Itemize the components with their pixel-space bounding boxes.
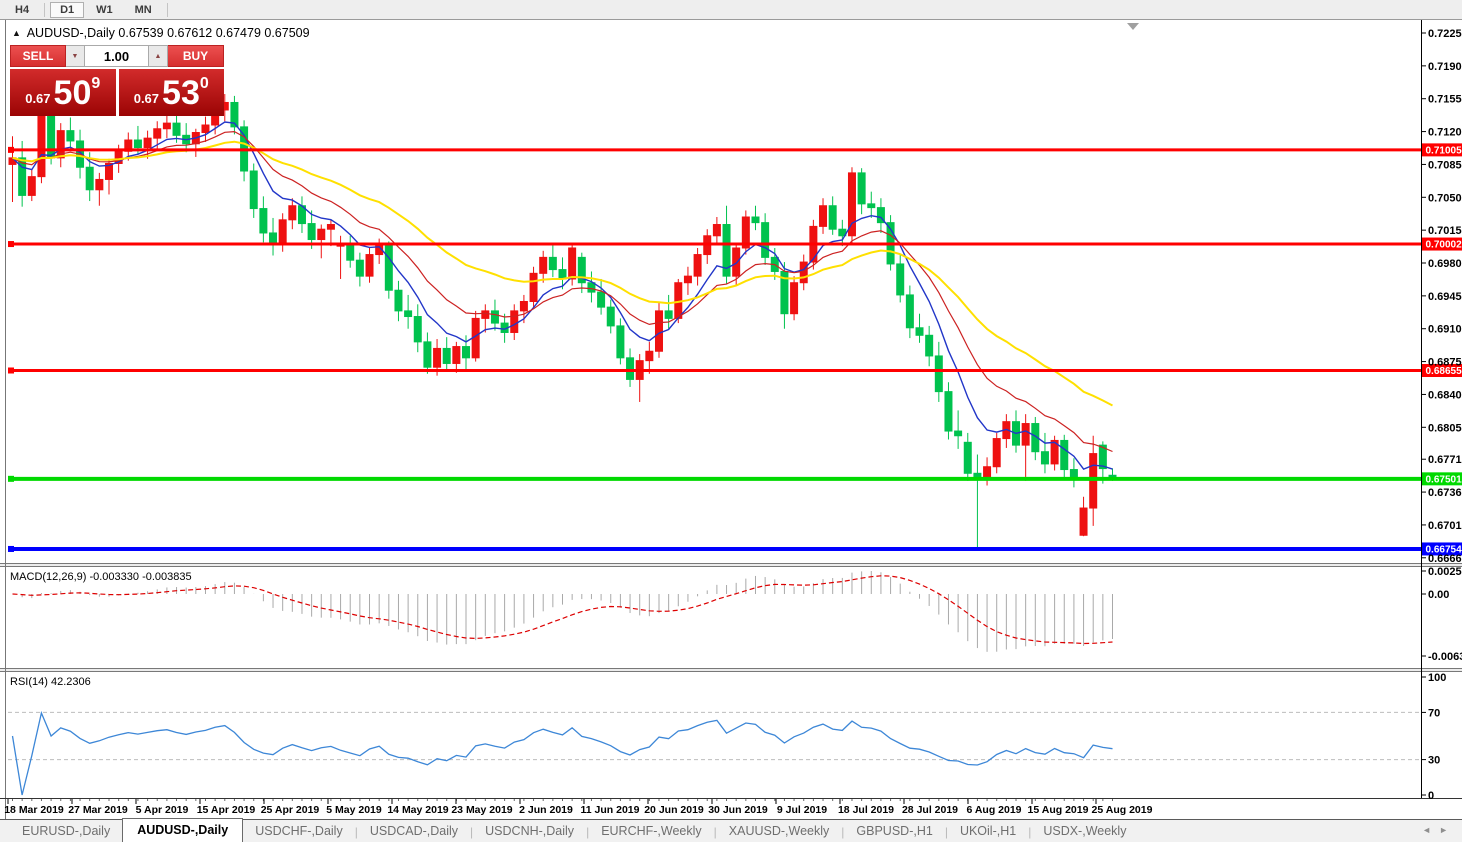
svg-text:0.71005: 0.71005	[1426, 145, 1462, 156]
sell-price-big: 50	[54, 76, 92, 110]
svg-text:0.002574: 0.002574	[1428, 566, 1462, 578]
buy-price-prefix: 0.67	[134, 91, 159, 106]
svg-text:5 May 2019: 5 May 2019	[326, 804, 382, 816]
buy-price-pip: 0	[200, 75, 209, 93]
svg-text:30: 30	[1428, 755, 1440, 767]
buy-price-display[interactable]: 0.67 53 0	[119, 69, 225, 116]
svg-text:25 Aug 2019: 25 Aug 2019	[1092, 804, 1153, 816]
svg-text:30 Jun 2019: 30 Jun 2019	[708, 804, 768, 816]
one-click-trading-panel: SELL ▼ ▲ BUY 0.67 50 9 0.67 53 0	[10, 45, 224, 116]
sell-button[interactable]: SELL	[10, 45, 66, 67]
chart-tab-audusd-daily[interactable]: AUDUSD-,Daily	[122, 818, 243, 842]
svg-text:15 Aug 2019: 15 Aug 2019	[1028, 804, 1089, 816]
chart-tab-xauusd-weekly[interactable]: XAUUSD-,Weekly	[717, 821, 841, 841]
chart-tab-eurchf-weekly[interactable]: EURCHF-,Weekly	[589, 821, 713, 841]
sell-price-display[interactable]: 0.67 50 9	[10, 69, 116, 116]
svg-text:9 Jul 2019: 9 Jul 2019	[777, 804, 827, 816]
chart-ohlc-values: 0.67539 0.67612 0.67479 0.67509	[118, 26, 309, 40]
toolbar-separator	[44, 3, 45, 17]
symbol-collapse-icon[interactable]: ▲	[12, 28, 21, 38]
svg-text:0.67501: 0.67501	[1426, 474, 1462, 485]
svg-text:MACD(12,26,9) -0.003330 -0.003: MACD(12,26,9) -0.003330 -0.003835	[10, 571, 192, 583]
chart-tab-gbpusd-h1[interactable]: GBPUSD-,H1	[844, 821, 944, 841]
svg-text:25 Apr 2019: 25 Apr 2019	[261, 804, 320, 816]
buy-button[interactable]: BUY	[168, 45, 224, 67]
sell-price-pip: 9	[91, 75, 100, 93]
buy-price-big: 53	[162, 76, 200, 110]
toolbar-separator	[167, 3, 168, 17]
chart-symbol-label: AUDUSD-,Daily	[27, 26, 115, 40]
svg-text:20 Jun 2019: 20 Jun 2019	[644, 804, 704, 816]
svg-text:0.70002: 0.70002	[1426, 240, 1462, 251]
svg-text:-0.006326: -0.006326	[1428, 651, 1462, 663]
timeframe-button-h4[interactable]: H4	[5, 2, 39, 18]
svg-text:14 May 2019: 14 May 2019	[387, 804, 448, 816]
chart-tab-usdx-weekly[interactable]: USDX-,Weekly	[1031, 821, 1138, 841]
sell-price-prefix: 0.67	[25, 91, 50, 106]
svg-text:5 Apr 2019: 5 Apr 2019	[136, 804, 189, 816]
chevron-up-icon: ▲	[155, 53, 162, 60]
svg-text:70: 70	[1428, 707, 1440, 719]
svg-text:27 Mar 2019: 27 Mar 2019	[68, 804, 128, 816]
svg-text:0: 0	[1428, 790, 1434, 802]
svg-text:18 Mar 2019: 18 Mar 2019	[4, 804, 64, 816]
svg-text:23 May 2019: 23 May 2019	[451, 804, 512, 816]
volume-input[interactable]	[85, 45, 149, 67]
chevron-down-icon: ▼	[72, 53, 79, 60]
svg-text:6 Aug 2019: 6 Aug 2019	[966, 804, 1021, 816]
svg-text:11 Jun 2019: 11 Jun 2019	[581, 804, 640, 816]
svg-text:RSI(14) 42.2306: RSI(14) 42.2306	[10, 676, 91, 688]
volume-decrease-button[interactable]: ▼	[66, 45, 85, 67]
svg-text:18 Jul 2019: 18 Jul 2019	[838, 804, 894, 816]
chart-tab-usdchf-daily[interactable]: USDCHF-,Daily	[243, 821, 355, 841]
chart-tab-usdcad-daily[interactable]: USDCAD-,Daily	[358, 821, 470, 841]
timeframe-button-w1[interactable]: W1	[86, 2, 123, 18]
chart-tab-usdcnh-daily[interactable]: USDCNH-,Daily	[473, 821, 586, 841]
price-chart[interactable]: 0.710050.700020.686550.675010.667540.722…	[0, 19, 1462, 819]
timeframe-button-d1[interactable]: D1	[50, 2, 84, 18]
timeframe-button-mn[interactable]: MN	[125, 2, 162, 18]
svg-text:2 Jun 2019: 2 Jun 2019	[519, 804, 573, 816]
svg-text:0.66660: 0.66660	[1428, 553, 1462, 565]
tabs-scroll-left-icon[interactable]: ◄	[1422, 825, 1439, 835]
volume-increase-button[interactable]: ▲	[149, 45, 168, 67]
svg-text:0.00: 0.00	[1428, 589, 1449, 601]
chart-tab-ukoil-h1[interactable]: UKOil-,H1	[948, 821, 1028, 841]
svg-text:100: 100	[1428, 672, 1446, 684]
svg-text:28 Jul 2019: 28 Jul 2019	[902, 804, 958, 816]
tabs-scroll-right-icon[interactable]: ►	[1439, 825, 1456, 835]
chart-title: ▲ AUDUSD-,Daily 0.67539 0.67612 0.67479 …	[12, 26, 310, 40]
chart-tab-eurusd-daily[interactable]: EURUSD-,Daily	[10, 821, 122, 841]
svg-text:15 Apr 2019: 15 Apr 2019	[197, 804, 256, 816]
